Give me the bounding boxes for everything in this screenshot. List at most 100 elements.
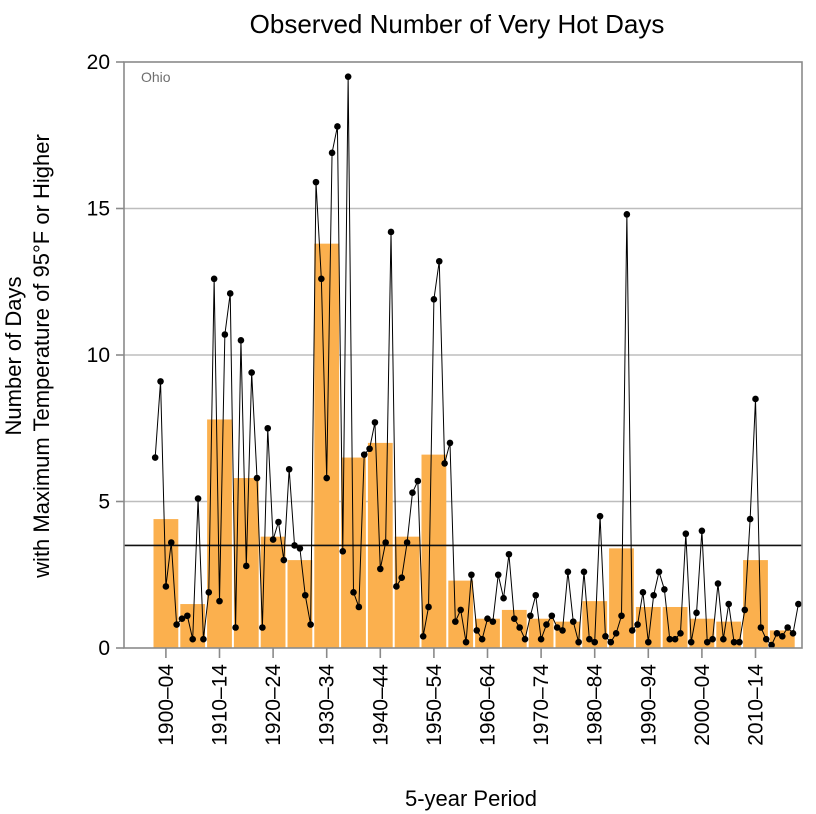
annual-point xyxy=(586,635,593,643)
annual-point xyxy=(296,545,304,552)
annual-point xyxy=(259,624,266,631)
annual-point xyxy=(720,635,727,643)
annual-point xyxy=(248,369,255,376)
annual-point xyxy=(516,624,523,631)
bar xyxy=(528,618,554,648)
annual-point xyxy=(328,149,336,157)
region-label: Ohio xyxy=(141,69,171,85)
annual-point xyxy=(462,638,470,646)
annual-point xyxy=(489,618,497,625)
annual-point xyxy=(709,635,716,643)
y-tick-label: 5 xyxy=(98,491,110,514)
annual-point xyxy=(452,618,459,625)
annual-point xyxy=(559,627,566,634)
annual-point xyxy=(221,331,229,338)
annual-point xyxy=(580,568,588,576)
annual-point xyxy=(312,178,320,186)
annual-point xyxy=(344,73,352,80)
annual-point xyxy=(628,627,636,634)
x-tick-label: 1970–74 xyxy=(530,664,553,746)
annual-point xyxy=(564,568,572,576)
annual-point xyxy=(494,571,502,579)
annual-point xyxy=(623,211,631,218)
annual-point xyxy=(430,296,438,303)
annual-point xyxy=(269,536,277,543)
annual-point xyxy=(687,638,695,646)
annual-point xyxy=(275,518,282,526)
annual-point xyxy=(645,638,652,646)
annual-point xyxy=(661,586,668,593)
y-axis-label-line1: Number of Days xyxy=(1,277,26,436)
annual-point xyxy=(387,228,395,236)
annual-point xyxy=(682,530,690,538)
annual-point xyxy=(757,624,765,631)
annual-point xyxy=(789,630,797,637)
x-tick-label: 1960–64 xyxy=(477,664,500,746)
annual-point xyxy=(752,395,759,403)
annual-point xyxy=(151,454,159,461)
annual-point xyxy=(232,624,239,631)
annual-point xyxy=(425,603,432,611)
annual-point xyxy=(714,580,722,587)
annual-point xyxy=(301,591,309,599)
annual-point xyxy=(505,550,513,558)
annual-point xyxy=(543,621,550,628)
bar xyxy=(394,536,420,648)
annual-point xyxy=(167,539,175,546)
x-axis-label: 5-year Period xyxy=(405,786,537,811)
annual-point xyxy=(741,606,749,614)
annual-point xyxy=(591,638,598,646)
annual-point xyxy=(779,632,786,640)
annual-point xyxy=(285,465,293,473)
annual-series xyxy=(151,73,802,649)
annual-point xyxy=(360,451,368,458)
annual-point xyxy=(569,618,577,625)
annual-point xyxy=(537,635,545,643)
annual-point xyxy=(634,621,641,628)
annual-point xyxy=(671,635,679,643)
annual-point xyxy=(725,600,732,608)
annual-point xyxy=(393,583,400,590)
annual-point xyxy=(473,627,481,634)
annual-point xyxy=(205,589,213,596)
annual-point xyxy=(575,638,582,646)
annual-point xyxy=(441,460,448,467)
x-tick-label: 2010–14 xyxy=(745,664,768,746)
annual-point xyxy=(184,612,191,620)
x-tick-label: 1980–84 xyxy=(584,664,607,746)
annual-point xyxy=(366,445,373,453)
annual-point xyxy=(253,474,261,482)
annual-point xyxy=(677,630,684,637)
annual-point xyxy=(666,635,674,643)
annual-point xyxy=(210,275,218,283)
x-tick-label: 1990–94 xyxy=(637,664,660,746)
y-tick-label: 0 xyxy=(98,637,110,660)
annual-point xyxy=(602,632,609,640)
y-tick-label: 15 xyxy=(87,198,110,221)
y-axis-ticks: 0 5 10 15 20 xyxy=(87,51,124,660)
x-axis-ticks: 1900–04 1910–14 1920–24 1930–34 1940–44 1950–… xyxy=(155,648,768,746)
annual-point xyxy=(189,635,196,643)
annual-point xyxy=(468,571,475,579)
annual-point xyxy=(419,632,427,640)
y-tick-label: 20 xyxy=(87,51,110,74)
annual-point xyxy=(698,527,706,535)
bar xyxy=(475,618,500,648)
annual-point xyxy=(457,606,465,614)
y-tick-label: 10 xyxy=(87,344,110,367)
annual-point xyxy=(618,612,625,620)
annual-point xyxy=(398,574,406,581)
annual-point xyxy=(768,641,775,649)
annual-point xyxy=(527,612,534,620)
annual-point xyxy=(243,562,250,570)
annual-point xyxy=(194,495,202,502)
annual-point xyxy=(736,638,743,646)
annual-point xyxy=(703,638,711,646)
annual-point xyxy=(157,378,164,385)
annual-point xyxy=(746,515,754,523)
annual-point xyxy=(655,568,663,576)
annual-point xyxy=(350,589,357,596)
annual-point xyxy=(762,635,770,643)
annual-point xyxy=(553,624,561,631)
